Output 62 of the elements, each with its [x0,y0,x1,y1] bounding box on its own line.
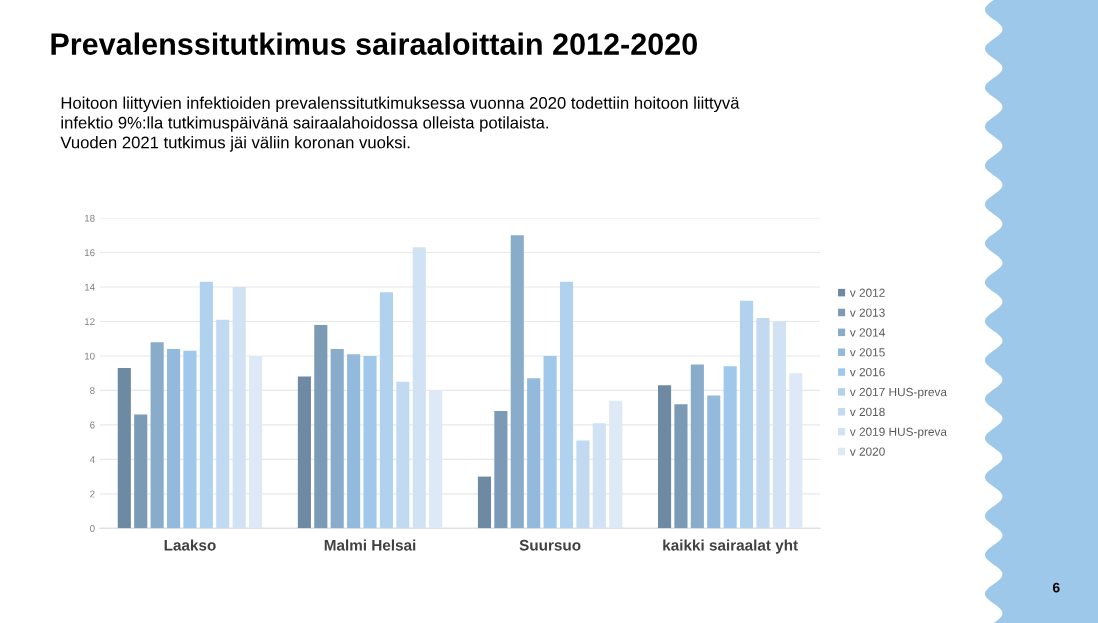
y-tick-label: 18 [84,214,95,222]
bar [543,355,557,529]
bar [363,355,377,529]
bar [559,281,574,529]
bar [330,349,344,529]
y-tick-label: 12 [84,318,95,325]
bar [347,354,361,529]
legend-label: v 2016 [849,367,885,377]
bar [166,349,181,529]
bar [477,476,492,529]
chart-title: Prevalenssitutkimus sairaaloittain 2012-2020 [51,32,697,55]
bar [412,247,426,529]
x-tick-label: kaikki sairaalat yht [663,539,798,554]
bar [117,368,131,529]
bar [609,400,623,529]
x-tick-label: Suursuo [519,539,581,551]
bar [396,381,410,529]
bar [740,300,754,529]
bar [657,385,672,529]
bar [429,390,443,529]
bar [674,404,688,529]
legend-label: v 2012 [849,288,885,297]
bar [690,364,704,529]
bar [510,235,524,529]
bar [134,414,148,529]
y-tick-label: 14 [84,283,95,291]
y-tick-label: 4 [89,456,95,463]
bar [707,395,721,529]
y-tick-label: 16 [84,249,95,257]
bar [576,440,590,529]
bar [297,376,311,529]
bar [723,366,737,529]
bar [249,355,263,529]
y-tick-label: 8 [90,387,95,395]
bar [494,411,508,529]
bar [232,287,246,529]
text: 6 [1052,582,1060,593]
bar [216,319,230,529]
x-tick-label: Laakso [164,539,216,551]
legend-label: v 2014 [849,328,885,337]
legend-label: v 2020 [849,447,885,456]
legend-label: v 2018 [849,407,885,417]
legend-label: v 2013 [849,308,885,317]
y-tick-label: 10 [84,352,95,360]
y-tick-label: 2 [90,490,95,498]
legend-label: v 2015 [849,348,885,357]
bar [183,350,197,529]
y-tick-label: 0 [90,525,95,532]
legend-label: v 2019 HUS-preva [849,427,947,439]
chart-subtitle: Hoitoon liittyvien infektioiden prevalenssitutkimuksessa vuonna 2020 todettiin hoitoon liittyvä infektio 9%:lla tutkimuspäivänä sairaalahoidossa olleista potilaista. Vuoden 2021 tutkimus jäi väliin koronan vuoksi. [60,96,740,152]
bar [379,292,393,529]
x-tick-label: Malmi Helsai [324,539,416,551]
legend-label: v 2017 HUS-preva [849,387,947,399]
bar [756,318,770,529]
bar [592,423,606,529]
y-tick-label: 6 [90,421,95,429]
bar [199,281,213,529]
bar [772,321,786,529]
bar [789,373,803,529]
bar [314,324,328,529]
bar [150,342,164,529]
bar [527,378,541,529]
